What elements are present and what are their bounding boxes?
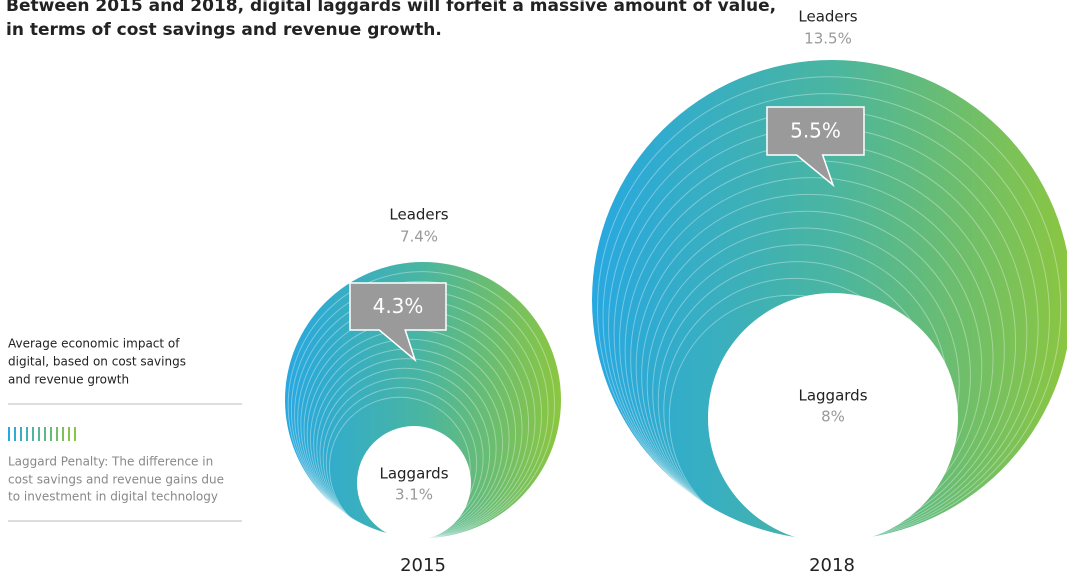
stripe bbox=[50, 427, 52, 441]
title-line: Between 2015 and 2018, digital laggards … bbox=[6, 0, 776, 16]
title-line: in terms of cost savings and revenue gro… bbox=[6, 20, 442, 40]
laggards-label: Laggards bbox=[379, 465, 448, 483]
callout bbox=[766, 106, 865, 188]
stripe bbox=[32, 427, 34, 441]
leaders-circle bbox=[285, 262, 561, 538]
laggards-value: 3.1% bbox=[395, 486, 433, 504]
legend-note: Laggard Penalty: The difference in bbox=[8, 455, 213, 469]
stripe bbox=[56, 427, 58, 441]
legend-icon bbox=[8, 427, 76, 441]
ring bbox=[646, 227, 960, 541]
stripe bbox=[8, 427, 10, 441]
legend-note: to investment in digital technology bbox=[8, 490, 218, 504]
penalty-value: 5.5% bbox=[790, 119, 841, 143]
leaders-value: 7.4% bbox=[400, 228, 438, 246]
legend-text: and revenue growth bbox=[8, 373, 129, 387]
stripe bbox=[20, 427, 22, 441]
leaders-label: Leaders bbox=[798, 8, 857, 26]
leaders-label: Leaders bbox=[389, 206, 448, 224]
stripe bbox=[14, 427, 16, 441]
laggards-circle bbox=[708, 293, 958, 543]
year-label: 2015 bbox=[400, 555, 446, 576]
stripe bbox=[74, 427, 76, 441]
laggards-circle bbox=[357, 426, 471, 540]
stripe bbox=[38, 427, 40, 441]
legend-note: cost savings and revenue gains due bbox=[8, 473, 224, 487]
stripe bbox=[26, 427, 28, 441]
stripe bbox=[62, 427, 64, 441]
laggards-label: Laggards bbox=[798, 387, 867, 405]
year-label: 2018 bbox=[809, 555, 855, 576]
laggards-value: 8% bbox=[821, 408, 845, 426]
stripe bbox=[44, 427, 46, 441]
legend-text: Average economic impact of bbox=[8, 337, 180, 351]
legend-text: digital, based on cost savings bbox=[8, 355, 186, 369]
leaders-value: 13.5% bbox=[804, 30, 852, 48]
stripe bbox=[68, 427, 70, 441]
callout bbox=[349, 282, 447, 363]
penalty-value: 4.3% bbox=[373, 294, 424, 318]
